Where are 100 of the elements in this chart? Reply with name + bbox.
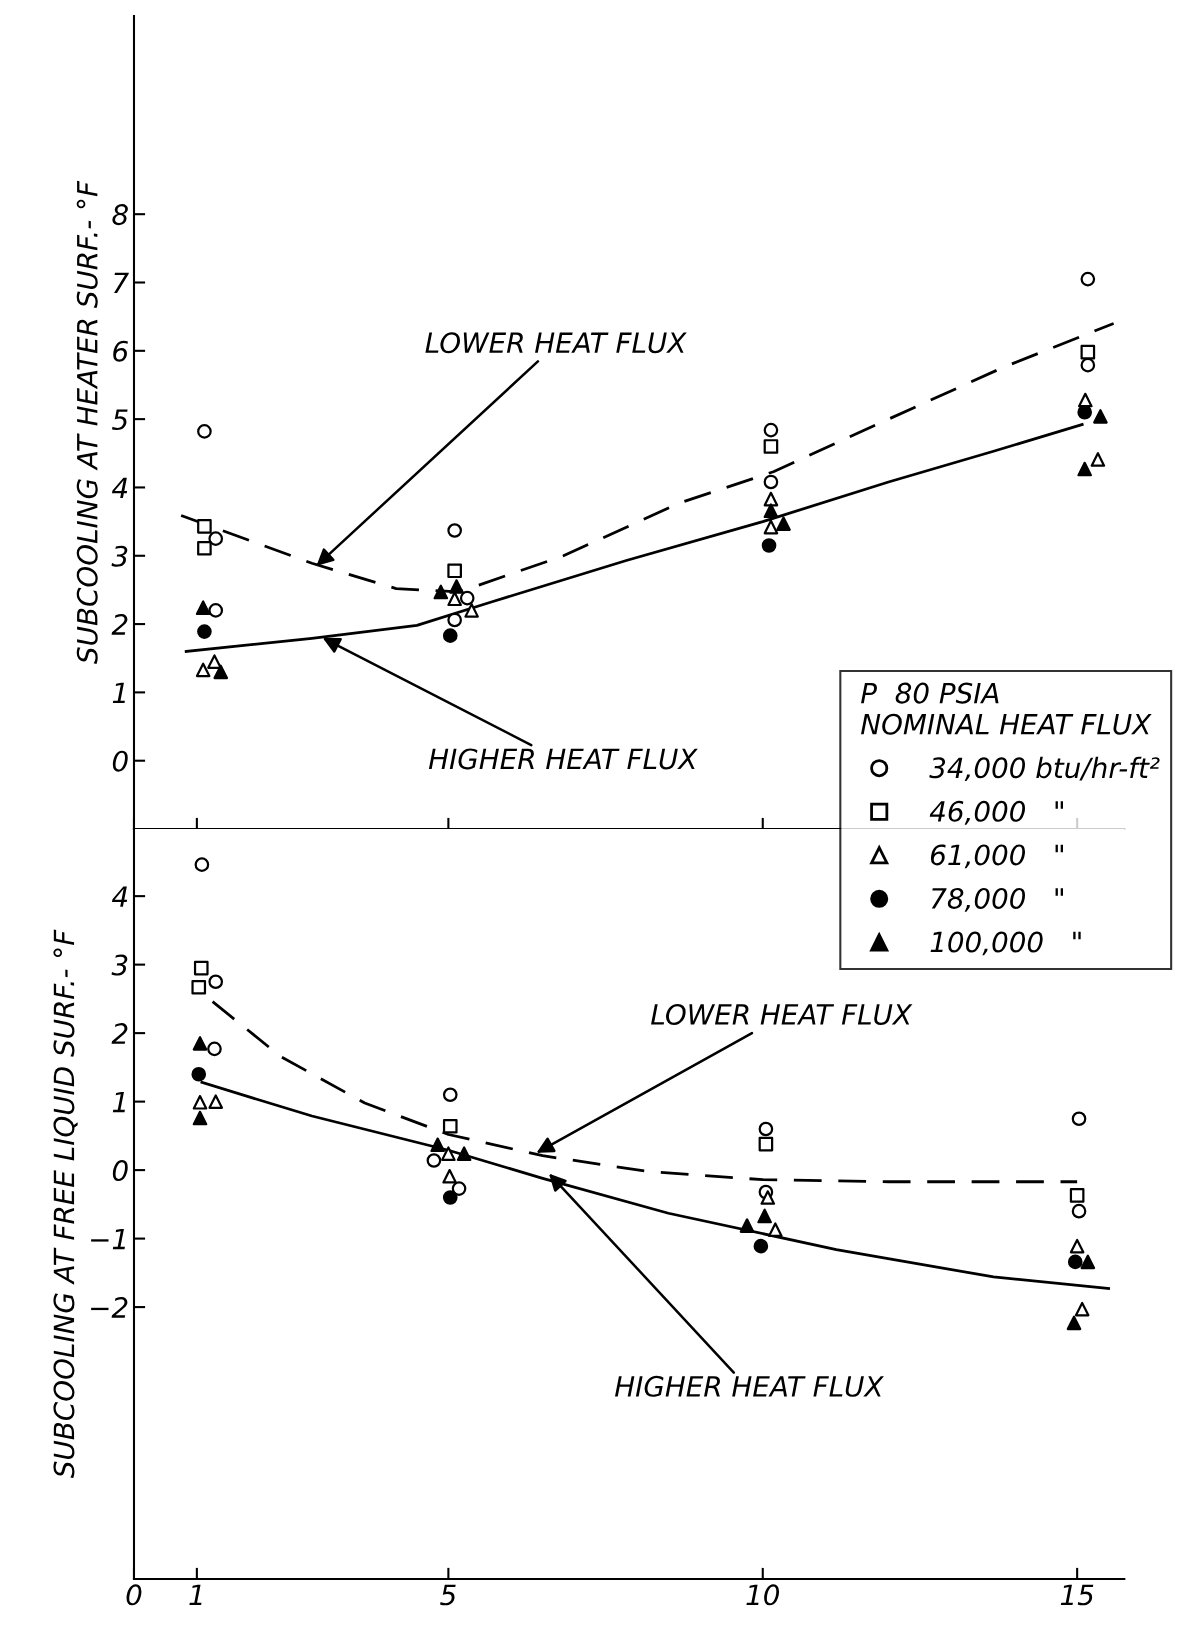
y-tick-label: 0 <box>112 1160 128 1182</box>
x-tick-label: 1 <box>189 1584 202 1605</box>
point <box>447 523 462 538</box>
point <box>442 1168 457 1184</box>
point <box>451 1181 467 1196</box>
legend-label: 61,000 " <box>930 844 1063 869</box>
annotation: LOWER HEAT FLUX <box>651 1003 913 1025</box>
point <box>768 1222 783 1238</box>
point <box>195 662 211 678</box>
point <box>447 612 462 628</box>
legend-title: P 80 PSIA NOMINAL HEAT FLUX <box>861 682 1152 735</box>
y-tick-label: 1 <box>112 1091 125 1113</box>
y-tick-label: 7 <box>114 272 129 294</box>
point <box>191 1066 207 1082</box>
point <box>441 1146 456 1161</box>
point <box>208 1094 224 1109</box>
point <box>442 1118 458 1134</box>
point <box>776 516 791 531</box>
point <box>1093 409 1108 424</box>
point <box>757 1208 772 1224</box>
y-tick-label: 3 <box>111 545 128 567</box>
point <box>761 538 777 553</box>
legend-label: 34,000 btu/hr-ft² <box>929 756 1160 782</box>
y-tick-label: 6 <box>113 340 128 362</box>
point <box>197 624 212 639</box>
point <box>1080 1254 1096 1270</box>
point <box>208 603 224 618</box>
point <box>192 1110 208 1126</box>
point <box>763 422 779 438</box>
point <box>464 603 479 618</box>
point <box>207 1041 222 1057</box>
point <box>1080 344 1096 360</box>
point <box>197 540 212 556</box>
point <box>1071 1203 1087 1219</box>
annotation: LOWER HEAT FLUX <box>425 332 687 354</box>
point <box>1071 1111 1087 1127</box>
point <box>442 1190 458 1205</box>
point <box>758 1136 774 1152</box>
point <box>456 1146 472 1161</box>
annotation: HIGHER HEAT FLUX <box>428 748 698 770</box>
point <box>193 960 209 976</box>
point <box>1077 461 1093 477</box>
point <box>208 974 224 990</box>
y-tick-label: −2 <box>91 1297 128 1318</box>
point <box>194 857 210 872</box>
point <box>442 1087 458 1103</box>
legend-label: 78,000 " <box>931 887 1063 912</box>
y-tick-label: 3 <box>111 954 128 976</box>
point <box>763 491 779 507</box>
point <box>763 519 779 535</box>
x-tick-label: 10 <box>746 1584 780 1606</box>
x-tick-label: 5 <box>440 1584 456 1606</box>
point <box>1067 1254 1083 1270</box>
point <box>192 1036 208 1051</box>
y-tick-label: 4 <box>111 477 128 498</box>
point <box>760 1190 776 1205</box>
point <box>208 531 224 546</box>
y-tick-label: −1 <box>91 1228 125 1250</box>
point <box>763 503 779 518</box>
point <box>449 579 464 594</box>
x-tick-label: 15 <box>1060 1584 1094 1606</box>
point <box>763 439 779 454</box>
point <box>758 1121 774 1137</box>
point <box>753 1238 769 1254</box>
point <box>1080 271 1096 287</box>
point <box>213 664 229 680</box>
y-axis-title: SUBCOOLING AT FREE LIQUID SURF.- °F <box>53 929 78 1479</box>
line-series <box>211 1000 1079 1184</box>
point <box>442 628 458 644</box>
point <box>1069 1238 1085 1254</box>
y-tick-label: 2 <box>111 614 128 635</box>
point <box>192 1094 208 1110</box>
point <box>433 584 449 600</box>
annotation: HIGHER HEAT FLUX <box>615 1375 884 1397</box>
point <box>195 600 211 615</box>
legend-label: 46,000 " <box>929 800 1063 825</box>
point <box>426 1153 442 1168</box>
point <box>191 979 207 995</box>
y-tick-label: 8 <box>112 204 128 226</box>
point <box>430 1137 446 1153</box>
y-tick-label: 5 <box>112 409 128 431</box>
point <box>1090 452 1106 467</box>
point <box>1080 357 1096 373</box>
point <box>739 1218 755 1233</box>
y-axis-title: SUBCOOLING AT HEATER SURF.- °F <box>76 180 98 664</box>
point <box>763 474 779 490</box>
y-tick-label: 2 <box>111 1023 128 1044</box>
point <box>447 591 462 607</box>
legend-label: 100,000 " <box>930 931 1081 956</box>
point <box>197 424 212 439</box>
point <box>1069 1188 1085 1203</box>
point <box>1074 1301 1090 1317</box>
point <box>207 654 222 669</box>
point <box>197 519 212 534</box>
point <box>1066 1315 1082 1331</box>
line-series <box>184 423 1084 653</box>
y-tick-label: 0 <box>112 750 128 772</box>
point <box>459 590 475 606</box>
y-tick-label: 4 <box>111 886 128 907</box>
y-tick-label: 1 <box>112 682 125 703</box>
